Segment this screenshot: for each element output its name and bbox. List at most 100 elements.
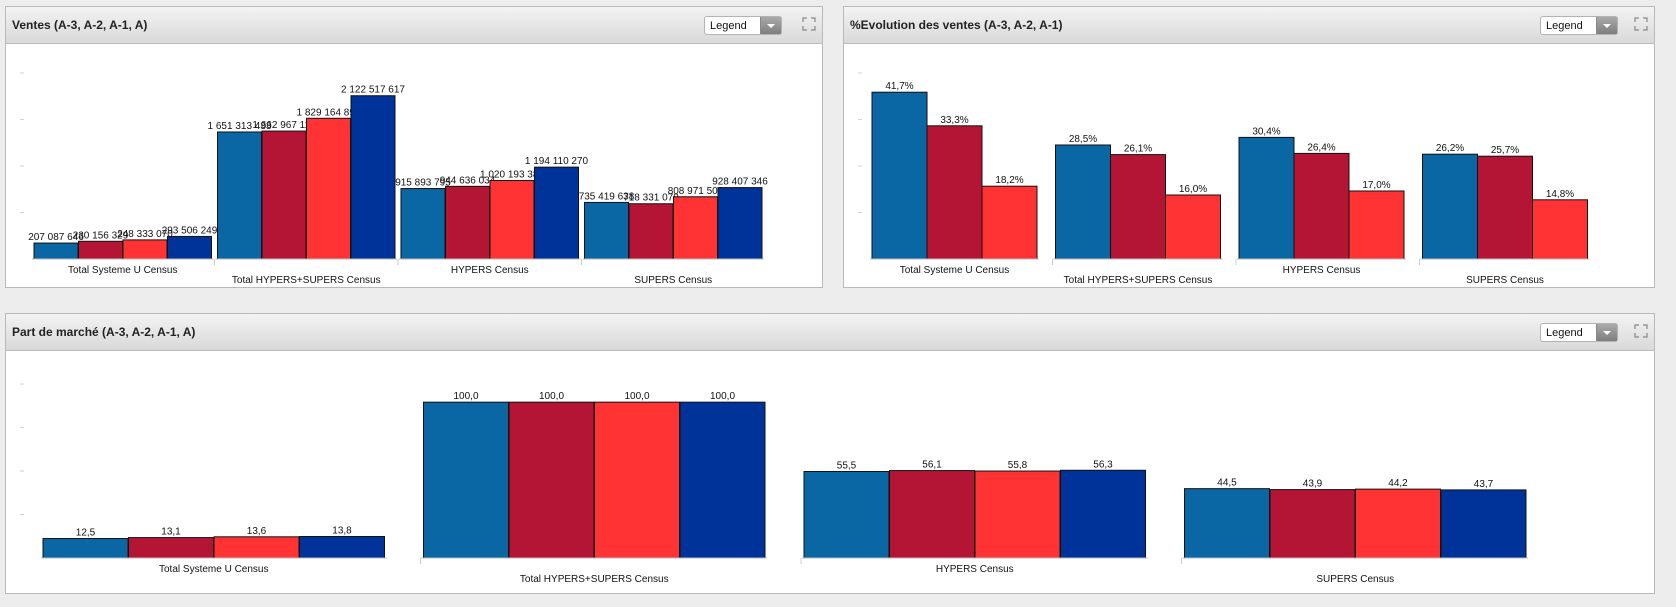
bar[interactable] xyxy=(584,201,629,260)
bar[interactable] xyxy=(1269,489,1356,559)
data-label: 735 419 638 xyxy=(579,191,635,202)
bar[interactable] xyxy=(981,185,1038,260)
bar[interactable] xyxy=(400,188,446,260)
data-label: 55,8 xyxy=(1008,460,1028,471)
bar[interactable] xyxy=(1355,488,1441,559)
chart-part: 12,5 13,1 13,6 13,8 Total Systeme U Census 10… xyxy=(20,383,1528,585)
legend-dropdown[interactable]: Legend xyxy=(1540,16,1618,35)
panel-title: %Evolution des ventes (A-3, A-2, A-1) xyxy=(850,18,1063,32)
bar[interactable] xyxy=(445,185,490,260)
category-label: Total Systeme U Census xyxy=(900,265,1010,276)
bar[interactable] xyxy=(628,203,674,260)
data-label: 100,0 xyxy=(624,391,649,402)
bar[interactable] xyxy=(1477,155,1533,260)
data-label: 30,4% xyxy=(1252,126,1280,137)
bar[interactable] xyxy=(217,131,262,260)
legend-dropdown[interactable]: Legend xyxy=(1540,323,1618,342)
data-label: 2 122 517 617 xyxy=(341,85,405,96)
bar[interactable] xyxy=(1238,136,1295,260)
chevron-down-icon xyxy=(760,17,781,34)
bar[interactable] xyxy=(167,235,212,260)
bar[interactable] xyxy=(213,536,300,559)
data-label: 293 506 249 xyxy=(162,225,218,236)
data-label: 26,1% xyxy=(1124,144,1152,155)
expand-icon[interactable] xyxy=(802,17,816,31)
bar[interactable] xyxy=(871,91,928,260)
data-label: 14,8% xyxy=(1546,189,1574,200)
data-label: 44,5 xyxy=(1217,478,1237,489)
bar[interactable] xyxy=(673,196,718,260)
data-label: 207 087 646 xyxy=(28,232,84,243)
bar[interactable] xyxy=(679,401,766,559)
category-label: Total HYPERS+SUPERS Census xyxy=(1064,275,1213,286)
data-label: 928 407 346 xyxy=(712,177,768,188)
bar[interactable] xyxy=(489,180,535,260)
data-label: 28,5% xyxy=(1069,134,1097,145)
expand-icon[interactable] xyxy=(1634,324,1648,338)
chevron-down-icon xyxy=(1596,17,1617,34)
expand-icon[interactable] xyxy=(1634,17,1648,31)
bar[interactable] xyxy=(1532,199,1588,260)
data-label: 55,5 xyxy=(837,461,857,472)
bar[interactable] xyxy=(594,401,680,559)
data-label: 1 662 967 113 xyxy=(252,120,316,131)
legend-dropdown[interactable]: Legend xyxy=(704,16,782,35)
data-label: 100,0 xyxy=(539,391,564,402)
panel-header: Part de marché (A-3, A-2, A-1, A) Legend xyxy=(6,314,1654,351)
data-label: 56,3 xyxy=(1093,459,1113,470)
bar[interactable] xyxy=(803,471,890,559)
category-label: SUPERS Census xyxy=(1316,574,1394,585)
bar[interactable] xyxy=(42,538,129,559)
bar[interactable] xyxy=(261,130,307,260)
data-label: 248 333 070 xyxy=(117,229,173,240)
bar[interactable] xyxy=(1055,144,1111,260)
data-label: 56,1 xyxy=(922,460,942,471)
bar[interactable] xyxy=(1110,154,1166,260)
data-label: 1 194 110 270 xyxy=(525,156,589,167)
bar[interactable] xyxy=(122,239,168,260)
category-label: HYPERS Census xyxy=(936,564,1014,575)
data-label: 33,3% xyxy=(940,115,968,126)
bar[interactable] xyxy=(306,117,351,260)
legend-dropdown-label: Legend xyxy=(710,20,747,32)
data-label: 26,2% xyxy=(1436,143,1464,154)
bar[interactable] xyxy=(1440,489,1527,559)
bar[interactable] xyxy=(1165,194,1221,260)
bar[interactable] xyxy=(299,535,385,559)
data-label: 100,0 xyxy=(453,391,478,402)
data-label: 915 893 795 xyxy=(395,178,451,189)
data-label: 43,7 xyxy=(1474,479,1494,490)
bar[interactable] xyxy=(974,470,1061,559)
bar[interactable] xyxy=(1348,190,1405,260)
data-label: 41,7% xyxy=(885,81,913,92)
data-label: 13,6 xyxy=(247,526,267,537)
category-label: SUPERS Census xyxy=(634,275,712,286)
category-label: Total Systeme U Census xyxy=(68,265,178,276)
panel-ventes: Ventes (A-3, A-2, A-1, A) Legend 207 087… xyxy=(5,6,823,288)
bar[interactable] xyxy=(423,401,509,559)
bar[interactable] xyxy=(33,242,79,260)
bar[interactable] xyxy=(1293,152,1350,260)
bar[interactable] xyxy=(717,187,763,260)
category-label: HYPERS Census xyxy=(1283,265,1361,276)
chevron-down-icon xyxy=(1596,324,1617,341)
bar[interactable] xyxy=(350,95,396,260)
data-label: 26,4% xyxy=(1307,142,1335,153)
legend-dropdown-label: Legend xyxy=(1546,327,1583,339)
bar[interactable] xyxy=(1422,153,1478,260)
data-label: 13,8 xyxy=(332,525,352,536)
bar[interactable] xyxy=(534,166,579,260)
data-label: 1 829 164 895 xyxy=(297,107,361,118)
category-label: HYPERS Census xyxy=(451,265,529,276)
data-label: 808 971 506 xyxy=(668,186,724,197)
bar[interactable] xyxy=(508,401,595,559)
bar[interactable] xyxy=(1060,469,1146,559)
legend-dropdown-label: Legend xyxy=(1546,20,1583,32)
bar[interactable] xyxy=(926,125,983,260)
bar[interactable] xyxy=(78,240,123,260)
bar[interactable] xyxy=(889,470,975,559)
bar[interactable] xyxy=(1184,488,1270,559)
data-label: 718 331 079 xyxy=(623,193,679,204)
bar[interactable] xyxy=(128,537,214,559)
panel-part-de-marche: Part de marché (A-3, A-2, A-1, A) Legend… xyxy=(5,313,1655,594)
